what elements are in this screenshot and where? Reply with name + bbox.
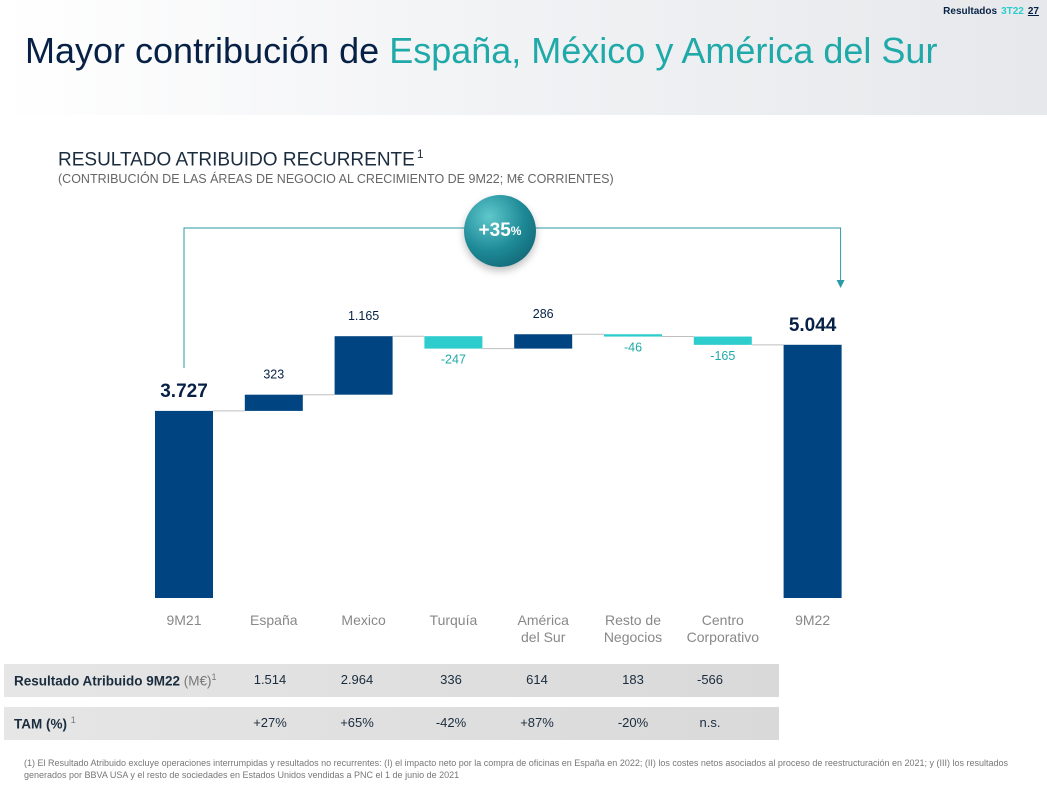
row2-cell-resto-negocios: -20%: [617, 715, 649, 730]
value-label-mexico: 1.165: [348, 309, 379, 323]
bar-9m22: [783, 344, 842, 598]
quarter-label: 3T22: [1001, 6, 1024, 17]
footnote: (1) El Resultado Atribuido excluye opera…: [24, 758, 1009, 780]
row2-cell-america-sur: +87%: [520, 715, 554, 730]
row2-label: TAM (%) 1: [14, 715, 76, 732]
value-label-america-del-sur: 286: [533, 307, 554, 321]
growth-arrowhead-icon: [836, 280, 845, 288]
row2-cell-turquia: -42%: [435, 715, 467, 730]
bar-mexico: [334, 336, 393, 395]
growth-value: +35: [478, 220, 511, 241]
growth-badge: +35%: [464, 195, 536, 267]
bar-centro-corporativo: [693, 336, 752, 345]
section-label: Resultados: [943, 6, 998, 17]
row1-cell-america-sur: 614: [526, 672, 548, 687]
value-label-resto-de-negocios: -46: [624, 341, 642, 355]
row2-cell-centro-corporativo: n.s.: [699, 715, 721, 730]
row1-label: Resultado Atribuido 9M22 (M€)1: [14, 672, 217, 689]
row2-cell-mexico: +65%: [340, 715, 374, 730]
category-label-centro-corporativo: Corporativo: [687, 629, 760, 645]
category-label-espana: España: [250, 612, 298, 628]
row2-cell-espana: +27%: [253, 715, 287, 730]
page-number[interactable]: 27: [1027, 6, 1039, 17]
title-main: Mayor contribución de: [25, 30, 390, 71]
row1-unit: (M€): [183, 673, 212, 689]
slide-header: Resultados 3T22 27 Mayor contribución de E…: [0, 0, 1047, 115]
category-label-mexico: Mexico: [341, 612, 386, 628]
chart-title: RESULTADO ATRIBUIDO RECURRENTE 1: [58, 147, 424, 171]
row1-cell-mexico: 2.964: [340, 672, 374, 687]
bar-america-del-sur: [514, 334, 573, 349]
bar-espana: [244, 394, 303, 411]
category-label-9m22: 9M22: [795, 612, 830, 628]
bar-resto-de-negocios: [604, 334, 662, 337]
growth-unit: %: [510, 224, 522, 238]
row1-cell-turquia: 336: [440, 672, 462, 687]
row1-cell-centro-corporativo: -566: [696, 672, 724, 687]
title-highlight: España, México y América del Sur: [389, 30, 938, 71]
row1-label-text: Resultado Atribuido 9M22: [14, 673, 181, 689]
category-label-turquia: Turquía: [430, 612, 478, 628]
page-indicator: Resultados 3T22 27: [943, 6, 1039, 17]
chart-title-note: 1: [416, 147, 424, 161]
value-label-espana: 323: [263, 368, 284, 382]
chart-title-text: RESULTADO ATRIBUIDO RECURRENTE: [58, 149, 415, 171]
chart-subtitle: (CONTRIBUCIÓN DE LAS ÁREAS DE NEGOCIO AL…: [58, 172, 614, 186]
bar-9m21: [155, 410, 213, 598]
row2-label-text: TAM (%): [14, 716, 67, 732]
value-label-9m22: 5.044: [789, 315, 837, 336]
value-label-turquia: -247: [441, 353, 466, 367]
category-label-9m21: 9M21: [166, 612, 201, 628]
row1-note: 1: [211, 672, 217, 682]
bar-turquia: [424, 336, 483, 349]
row2-note: 1: [70, 715, 76, 725]
category-label-resto-de-negocios: Resto de: [605, 612, 661, 628]
category-label-centro-corporativo: Centro: [702, 612, 744, 628]
category-label-america-del-sur: América: [518, 612, 570, 628]
page-title: Mayor contribución de España, México y A…: [25, 30, 937, 72]
table-row-resultado: Resultado Atribuido 9M22 (M€)1 1.514 2.9…: [4, 664, 779, 697]
value-label-9m21: 3.727: [160, 381, 208, 402]
category-label-resto-de-negocios: Negocios: [604, 629, 662, 645]
value-label-centro-corporativo: -165: [710, 349, 735, 363]
table-row-tam: TAM (%) 1 +27% +65% -42% +87% -20% n.s.: [4, 707, 779, 740]
row1-cell-espana: 1.514: [253, 672, 287, 687]
category-label-america-del-sur: del Sur: [521, 629, 566, 645]
row1-cell-resto-negocios: 183: [622, 672, 644, 687]
